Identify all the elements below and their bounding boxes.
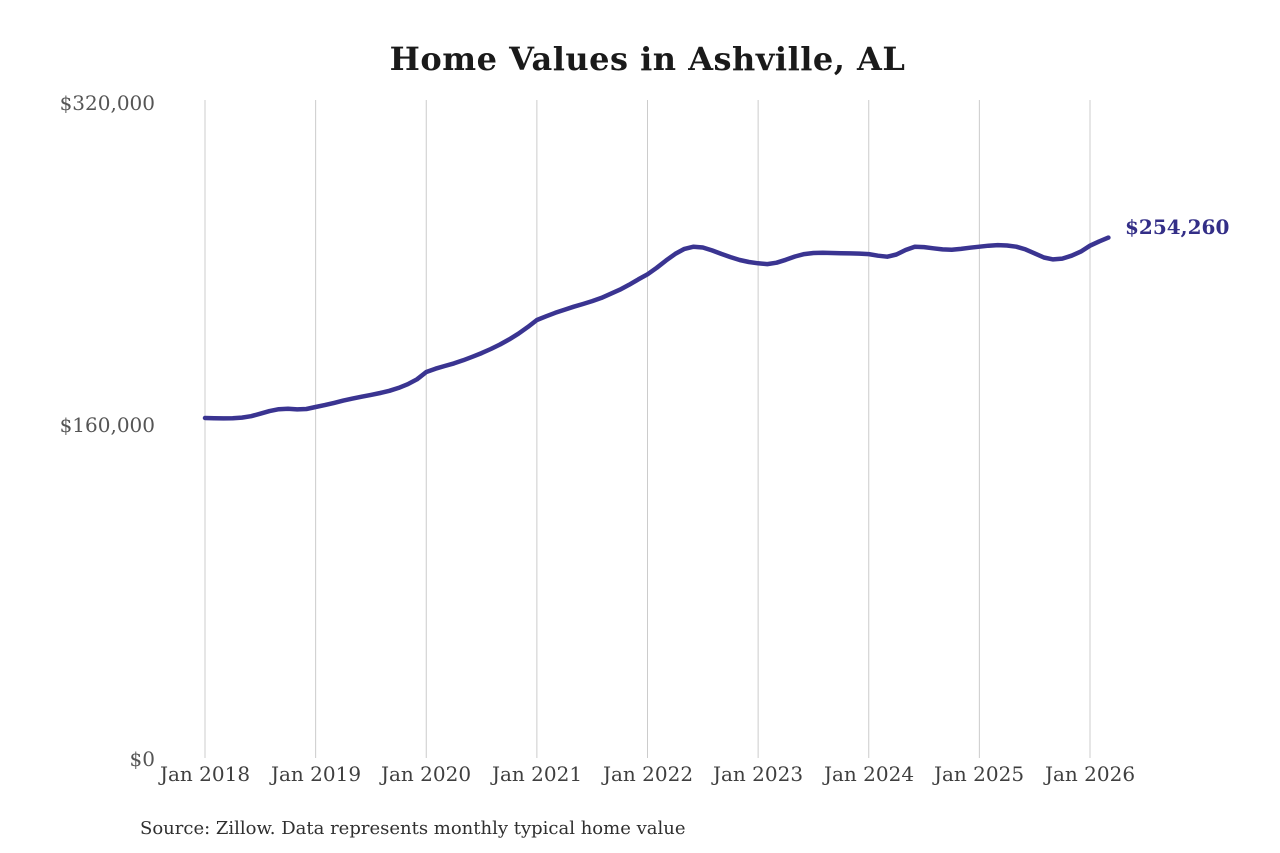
x-tick-jan-2024: Jan 2024 xyxy=(823,762,915,786)
chart-title: Home Values in Ashville, AL xyxy=(389,40,906,78)
y-tick-0: $0 xyxy=(129,747,155,771)
x-tick-jan-2019: Jan 2019 xyxy=(270,762,362,786)
x-tick-jan-2023: Jan 2023 xyxy=(712,762,804,786)
x-tick-jan-2026: Jan 2026 xyxy=(1044,762,1136,786)
source-note: Source: Zillow. Data represents monthly … xyxy=(140,818,686,839)
y-tick-320000: $320,000 xyxy=(59,91,155,115)
x-axis: Jan 2018 Jan 2019 Jan 2020 Jan 2021 Jan … xyxy=(0,762,1280,788)
x-tick-jan-2021: Jan 2021 xyxy=(491,762,583,786)
x-tick-jan-2018: Jan 2018 xyxy=(159,762,251,786)
x-tick-jan-2022: Jan 2022 xyxy=(602,762,694,786)
y-tick-160000: $160,000 xyxy=(59,413,155,437)
last-value-label: $254,260 xyxy=(1125,215,1230,239)
home-value-line xyxy=(202,235,1111,421)
x-tick-jan-2025: Jan 2025 xyxy=(933,762,1025,786)
x-tick-jan-2020: Jan 2020 xyxy=(380,762,472,786)
